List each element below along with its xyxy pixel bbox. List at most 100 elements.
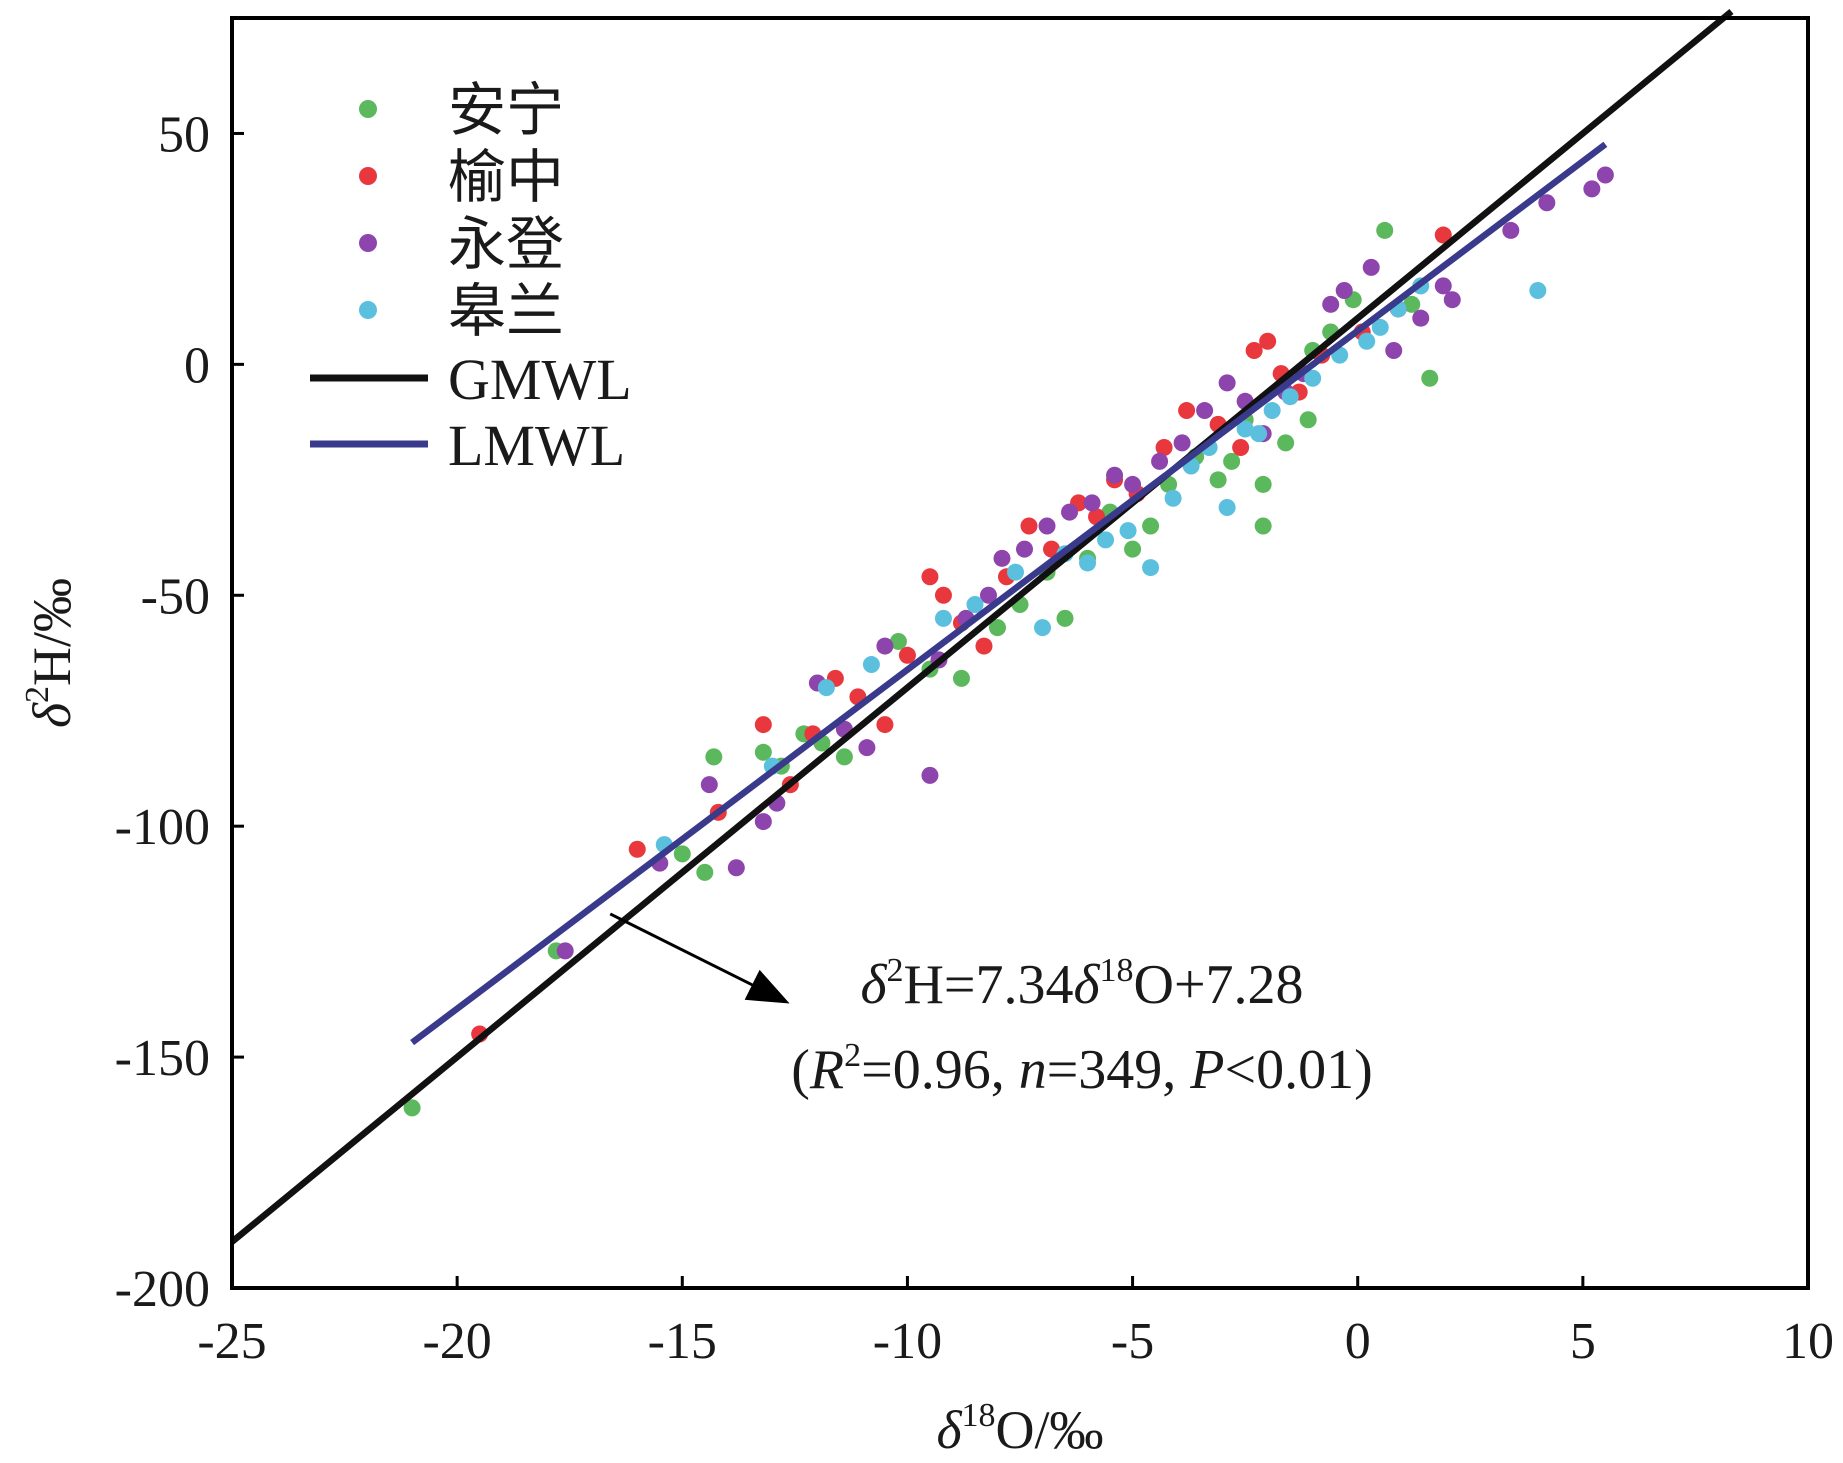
data-point-series-2 — [1016, 540, 1034, 558]
data-point-series-2 — [1385, 342, 1403, 360]
x-tick-label: 5 — [1570, 1313, 1596, 1370]
data-point-series-0 — [1142, 517, 1160, 535]
data-point-series-3 — [1079, 554, 1097, 572]
legend-marker-yuzhong — [359, 167, 377, 185]
data-point-series-3 — [1250, 425, 1268, 443]
data-point-series-2 — [1106, 466, 1124, 484]
data-point-series-2 — [1538, 194, 1556, 212]
data-point-series-3 — [1304, 369, 1322, 387]
data-point-series-2 — [1061, 503, 1079, 521]
data-point-series-0 — [1124, 540, 1142, 558]
data-point-series-3 — [1097, 531, 1115, 549]
data-point-series-0 — [754, 743, 772, 761]
legend-label-anning: 安宁 — [448, 78, 564, 143]
data-point-series-1 — [754, 716, 772, 734]
data-point-series-1 — [1245, 342, 1263, 360]
data-point-series-3 — [1119, 522, 1137, 540]
legend-label-gaolan: 皋兰 — [448, 279, 564, 344]
data-point-series-2 — [876, 637, 894, 655]
data-point-series-0 — [696, 863, 714, 881]
legend: 安宁 榆中 永登 皋兰 GMWL LMWL — [310, 78, 632, 478]
data-point-series-2 — [1596, 166, 1614, 184]
data-point-series-0 — [1299, 411, 1317, 429]
data-point-series-1 — [876, 716, 894, 734]
x-axis-label: δ18O/‰ — [936, 1397, 1103, 1460]
data-point-series-1 — [1259, 332, 1277, 350]
data-point-series-2 — [1038, 517, 1056, 535]
y-tick-label: -200 — [115, 1261, 210, 1318]
regression-statistics: (R2=0.96, n=349, P<0.01) — [791, 1037, 1373, 1101]
lmwl-line — [410, 141, 1608, 1046]
data-point-series-2 — [993, 549, 1011, 567]
data-point-series-3 — [1263, 402, 1281, 420]
data-point-series-2 — [1124, 475, 1142, 493]
data-point-series-1 — [1155, 438, 1173, 456]
legend-label-lmwl: LMWL — [448, 413, 625, 478]
y-tick-label: -50 — [141, 568, 210, 625]
data-point-series-2 — [700, 776, 718, 794]
y-tick-label: -100 — [115, 799, 210, 856]
data-point-series-1 — [934, 586, 952, 604]
legend-marker-yongdeng — [359, 234, 377, 252]
data-point-series-1 — [921, 568, 939, 586]
data-point-series-2 — [1322, 295, 1340, 313]
annotation-arrow — [609, 912, 790, 1004]
y-axis-label: δ2H/‰ — [19, 578, 82, 728]
data-point-series-3 — [966, 596, 984, 614]
data-point-series-2 — [1151, 452, 1169, 470]
x-tick-label: 10 — [1782, 1313, 1834, 1370]
data-point-series-0 — [988, 619, 1006, 637]
regression-equation: δ2H=7.34δ18O+7.28 — [860, 952, 1303, 1016]
data-point-series-1 — [898, 646, 916, 664]
data-point-series-3 — [817, 679, 835, 697]
data-point-series-2 — [1412, 309, 1430, 327]
data-point-series-1 — [975, 637, 993, 655]
data-point-series-1 — [1434, 226, 1452, 244]
data-point-series-1 — [1178, 402, 1196, 420]
data-point-series-3 — [1034, 619, 1052, 637]
x-tick-label: -25 — [197, 1313, 266, 1370]
legend-label-gmwl: GMWL — [448, 347, 632, 412]
x-tick-label: -15 — [648, 1313, 717, 1370]
data-point-series-0 — [1277, 434, 1295, 452]
y-tick-label: 0 — [184, 337, 210, 394]
data-point-series-0 — [1376, 221, 1394, 239]
x-axis: -25 -20 -15 -10 -5 0 5 10 — [197, 1276, 1834, 1370]
data-point-series-0 — [889, 632, 907, 650]
data-point-series-0 — [705, 748, 723, 766]
data-point-series-0 — [1254, 475, 1272, 493]
data-points — [403, 166, 1614, 1117]
data-point-series-3 — [1358, 332, 1376, 350]
data-point-series-0 — [403, 1099, 421, 1117]
data-point-series-2 — [1502, 221, 1520, 239]
data-point-series-0 — [1056, 609, 1074, 627]
data-point-series-3 — [1218, 499, 1236, 517]
data-point-series-2 — [979, 586, 997, 604]
data-point-series-3 — [1236, 420, 1254, 438]
data-point-series-3 — [1006, 563, 1024, 581]
fit-lines — [229, 9, 1734, 1245]
data-point-series-2 — [1335, 281, 1353, 299]
data-point-series-2 — [921, 766, 939, 784]
y-axis: -200 -150 -100 -50 0 50 — [115, 106, 244, 1318]
data-point-series-0 — [1223, 452, 1241, 470]
data-point-series-0 — [952, 669, 970, 687]
data-point-series-1 — [1020, 517, 1038, 535]
data-point-series-2 — [1218, 374, 1236, 392]
legend-marker-anning — [359, 100, 377, 118]
legend-label-yuzhong: 榆中 — [448, 145, 564, 210]
data-point-series-0 — [673, 845, 691, 863]
x-tick-label: 0 — [1345, 1313, 1371, 1370]
data-point-series-3 — [1142, 559, 1160, 577]
data-point-series-2 — [1196, 402, 1214, 420]
data-point-series-2 — [1434, 277, 1452, 295]
x-tick-label: -5 — [1111, 1313, 1154, 1370]
x-tick-label: -20 — [422, 1313, 491, 1370]
legend-label-yongdeng: 永登 — [448, 212, 564, 277]
data-point-series-2 — [754, 813, 772, 831]
data-point-series-3 — [1529, 281, 1547, 299]
data-point-series-2 — [858, 739, 876, 757]
data-point-series-0 — [1403, 295, 1421, 313]
data-point-series-1 — [1232, 438, 1250, 456]
data-point-series-2 — [1443, 291, 1461, 309]
